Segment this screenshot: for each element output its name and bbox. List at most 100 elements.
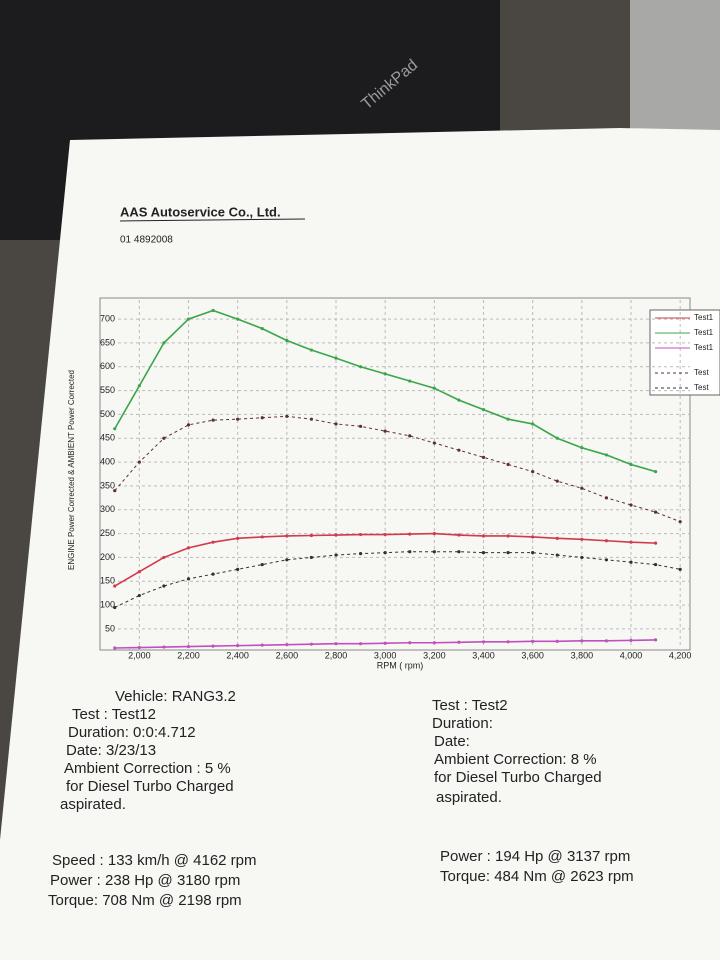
vehicle: Vehicle: RANG3.2 — [115, 688, 236, 705]
legend-label: Test — [694, 383, 709, 392]
point — [408, 434, 412, 438]
point — [580, 639, 584, 643]
y-tick-label: 450 — [100, 433, 115, 443]
point — [531, 470, 535, 474]
point — [137, 570, 141, 574]
aspirated: aspirated. — [60, 796, 126, 813]
point — [555, 436, 559, 440]
point — [383, 429, 387, 433]
point — [555, 479, 559, 483]
ambient: Ambient Correction : 5 % — [64, 760, 231, 777]
y-tick-label: 500 — [100, 409, 115, 419]
x-tick-label: 2,000 — [128, 650, 151, 660]
point — [162, 584, 166, 588]
point — [629, 540, 633, 544]
point — [260, 562, 264, 567]
y-tick-label: 300 — [100, 504, 115, 514]
point — [481, 640, 486, 644]
point — [211, 418, 215, 422]
y-tick-label: 650 — [100, 337, 115, 347]
point — [162, 436, 166, 440]
point — [678, 567, 682, 571]
point — [186, 317, 191, 321]
point — [186, 577, 191, 581]
point — [604, 539, 609, 543]
point — [334, 356, 338, 360]
point — [162, 645, 166, 649]
point — [236, 317, 240, 321]
fuel: for Diesel Turbo Charged — [434, 769, 602, 786]
point — [432, 441, 436, 445]
point — [334, 642, 338, 646]
point — [236, 644, 240, 648]
point — [481, 551, 486, 555]
point — [137, 593, 141, 598]
point — [260, 327, 264, 331]
point — [236, 567, 240, 571]
point — [653, 470, 658, 474]
point — [629, 560, 633, 564]
fuel: for Diesel Turbo Charged — [66, 778, 234, 795]
point — [408, 641, 412, 645]
point — [211, 540, 215, 544]
x-tick-label: 2,600 — [276, 650, 299, 660]
point — [531, 639, 535, 643]
point — [285, 534, 289, 538]
point — [162, 341, 166, 345]
x-tick-label: 3,200 — [423, 650, 446, 660]
point — [285, 338, 289, 343]
point — [555, 639, 559, 643]
y-tick-label: 550 — [100, 385, 115, 395]
point — [260, 535, 264, 539]
point — [186, 423, 191, 427]
point — [137, 645, 141, 650]
point — [604, 496, 609, 500]
point — [604, 453, 609, 457]
series-line — [114, 551, 681, 608]
result: Torque: 708 Nm @ 2198 rpm — [48, 892, 242, 909]
test: Test : Test12 — [72, 706, 156, 723]
aspirated: aspirated. — [436, 789, 502, 806]
point — [457, 640, 461, 644]
point — [506, 417, 510, 421]
point — [383, 532, 387, 537]
point — [481, 408, 486, 412]
point — [531, 551, 535, 555]
point — [334, 533, 338, 537]
x-tick-label: 3,000 — [374, 650, 397, 660]
point — [408, 379, 412, 383]
y-tick-label: 350 — [100, 480, 115, 490]
point — [285, 643, 289, 647]
x-tick-label: 3,600 — [521, 650, 544, 660]
result: Speed : 133 km/h @ 4162 rpm — [52, 852, 257, 869]
ambient: Ambient Correction: 8 % — [434, 751, 597, 768]
point — [408, 550, 412, 554]
point — [506, 551, 510, 555]
point — [236, 417, 240, 421]
y-tick-label: 400 — [100, 456, 115, 466]
point — [113, 489, 117, 493]
point — [432, 550, 436, 554]
point — [457, 398, 461, 402]
result: Power : 238 Hp @ 3180 rpm — [50, 872, 240, 889]
point — [457, 550, 461, 554]
point — [383, 551, 387, 555]
duration: Duration: 0:0:4.712 — [68, 724, 196, 741]
legend-label: Test1 — [694, 343, 714, 352]
point — [531, 422, 535, 426]
y-axis-label: ENGINE Power Corrected & AMBIENT Power C… — [67, 370, 76, 570]
point — [383, 641, 387, 645]
point — [162, 555, 166, 560]
point — [629, 503, 633, 507]
y-tick-label: 100 — [100, 599, 115, 609]
point — [309, 555, 314, 560]
result: Power : 194 Hp @ 3137 rpm — [440, 848, 630, 865]
y-tick-label: 250 — [100, 528, 115, 538]
point — [604, 639, 609, 643]
point — [113, 584, 117, 588]
y-tick-label: 200 — [100, 552, 115, 562]
point — [358, 532, 363, 537]
x-axis-label: RPM ( rpm) — [377, 660, 424, 670]
point — [113, 646, 117, 650]
point — [211, 308, 215, 313]
